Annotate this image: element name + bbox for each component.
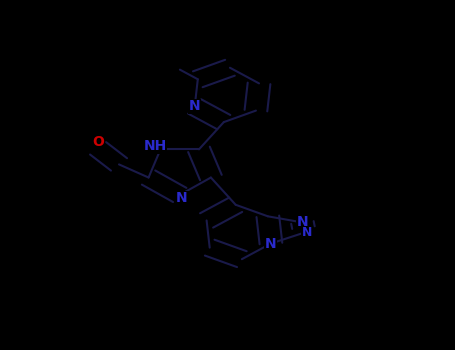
Text: NH: NH (143, 139, 167, 153)
Text: N: N (297, 216, 308, 230)
Text: N: N (265, 237, 277, 251)
Text: N: N (189, 99, 201, 113)
Text: O: O (92, 135, 104, 149)
Text: N: N (302, 226, 313, 239)
Text: N: N (176, 191, 188, 205)
